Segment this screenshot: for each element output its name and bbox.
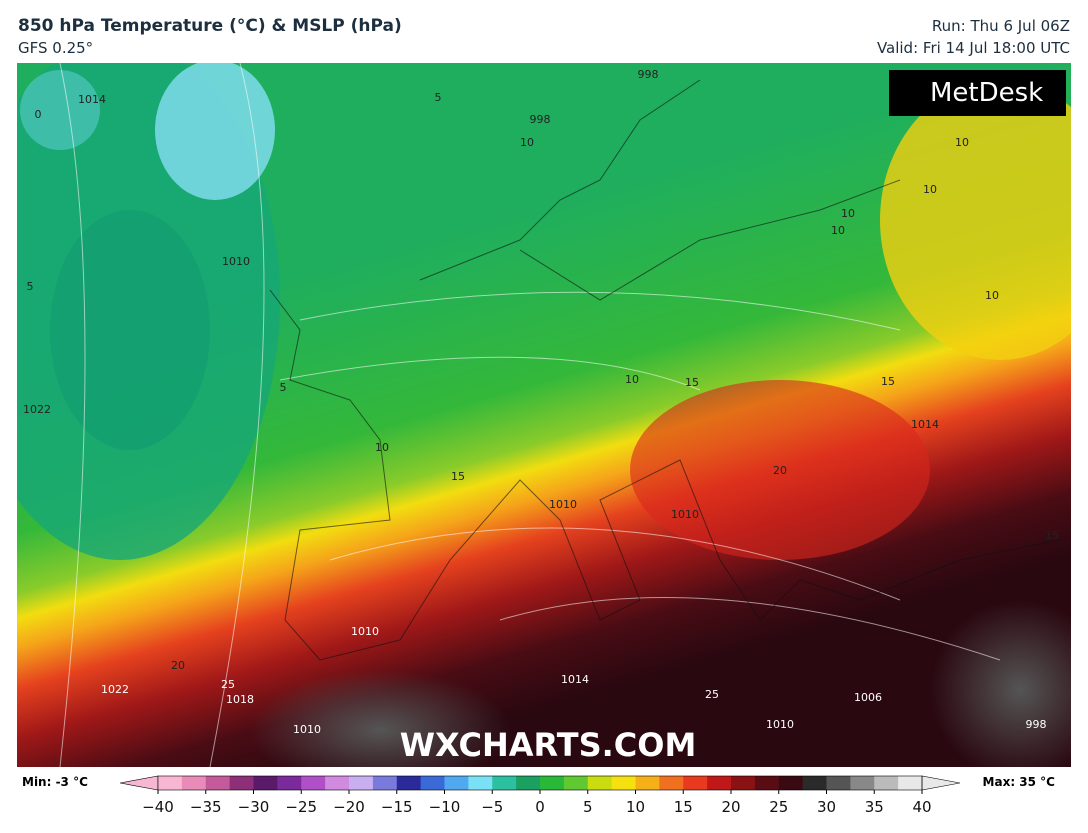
valid: Valid: Fri 14 Jul 18:00 UTC [877,39,1070,57]
map [17,63,1071,767]
colorbar-segment [229,776,254,790]
colorbar-segment [468,776,493,790]
colorbar-segment [563,776,589,790]
colorbar-segment [349,776,374,790]
colorbar-tick-label: 15 [674,798,693,816]
contour-label: 10 [955,136,969,149]
contour-label: 20 [171,659,185,672]
colorbar-segment [253,776,278,790]
colorbar-tick-label: −5 [481,798,503,816]
colorbar-segment [301,776,326,790]
contour-label: 5 [280,381,287,394]
colorbar-segment [659,776,684,790]
watermark: WXCHARTS.COM [400,726,697,764]
colorbar-tick-label: 10 [626,798,645,816]
logo-box [889,70,1066,116]
colorbar-tick-label: −30 [238,798,270,816]
colorbar-segment [802,776,827,790]
contour-label: 1010 [293,723,321,736]
logo: MetDesk [930,78,1043,108]
colorbar-tick-label: −40 [142,798,174,816]
contour-label: 25 [221,678,235,691]
colorbar-segment [205,776,231,790]
colorbar-segment [898,776,923,790]
colorbar-segment [420,776,445,790]
colorbar-segment [444,776,469,790]
colorbar-segment [325,776,350,790]
colorbar-segment [492,776,517,790]
contour-label: 15 [881,375,895,388]
contour-label: 1014 [561,673,589,686]
contour-label: 1006 [854,691,882,704]
contour-label: 10 [375,441,389,454]
contour-label: 10 [985,289,999,302]
colorbar-segment [540,776,565,790]
contour-label: 10 [520,136,534,149]
title: 850 hPa Temperature (°C) & MSLP (hPa) [18,16,402,36]
colorbar-tick-label: −25 [285,798,317,816]
contour-label: 1010 [222,255,250,268]
colorbar-tick-label: −35 [190,798,222,816]
contour-label: 998 [530,113,551,126]
colorbar-tick-label: −20 [333,798,365,816]
contour-label: 15 [1045,529,1059,542]
model: GFS 0.25° [18,39,93,57]
contour-label: 1010 [671,508,699,521]
contour-label: 1022 [101,683,129,696]
colorbar-tick-label: 0 [535,798,545,816]
colorbar-tick-label: 5 [583,798,593,816]
colorbar-segment [181,776,207,790]
colorbar-tick-label: −10 [429,798,461,816]
contour-label: 1022 [23,403,51,416]
colorbar-segment [277,776,302,790]
colorbar-segment [158,776,183,790]
min-label: Min: -3 °C [22,775,88,789]
contour-label: 1010 [351,625,379,638]
colorbar-segment [611,776,636,790]
colorbar-segment [874,776,899,790]
max-label: Max: 35 °C [983,775,1056,789]
colorbar-segment [635,776,660,790]
contour-label: 998 [638,68,659,81]
colorbar-segment [754,776,780,790]
colorbar-segment [396,776,422,790]
colorbar-segment [587,776,613,790]
contour-label: 5 [435,91,442,104]
colorbar-segment [683,776,708,790]
colorbar-tick-label: 30 [817,798,836,816]
colorbar-tick-label: 25 [769,798,788,816]
contour-label: 1010 [549,498,577,511]
colorbar-segment [850,776,875,790]
contour-label: 1010 [766,718,794,731]
colorbar-segment [707,776,732,790]
colorbar-segment [731,776,756,790]
colorbar-segment [778,776,804,790]
contour-label: 998 [1026,718,1047,731]
contour-label: 0 [35,108,42,121]
colorbar-tick-label: 35 [865,798,884,816]
contour-label: 20 [773,464,787,477]
colorbar-tick-label: −15 [381,798,413,816]
contour-label: 10 [841,207,855,220]
colorbar-segment [826,776,851,790]
contour-label: 10 [831,224,845,237]
contour-label: 15 [685,376,699,389]
contour-label: 15 [451,470,465,483]
run: Run: Thu 6 Jul 06Z [932,17,1070,35]
contour-label: 25 [705,688,719,701]
colorbar-tick-label: 40 [912,798,931,816]
colorbar-segment [372,776,398,790]
contour-label: 1014 [78,93,106,106]
contour-label: 1014 [911,418,939,431]
colorbar: −40 −35 −30 −25 −20 −15 −10 −5 0 5 10 15 20 25 30 35 40 [119,775,961,816]
contour-label: 5 [27,280,34,293]
colorbar-segment [516,776,541,790]
colorbar-tick-label: 20 [721,798,740,816]
contour-label: 10 [625,373,639,386]
contour-label: 10 [923,183,937,196]
contour-label: 1018 [226,693,254,706]
